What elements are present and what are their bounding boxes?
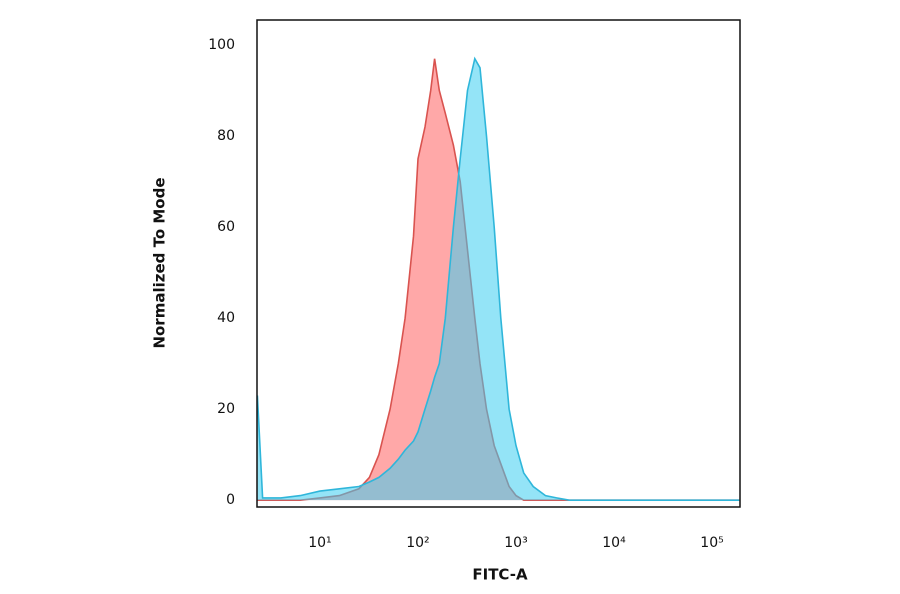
y-tick-label: 100 <box>208 37 235 53</box>
y-tick-label: 60 <box>217 219 235 235</box>
x-tick-label: 10⁵ <box>700 535 723 551</box>
x-axis-label: FITC-A <box>472 566 528 584</box>
plot-frame <box>256 19 741 508</box>
y-tick-label: 0 <box>226 492 235 508</box>
y-axis-label: Normalized To Mode <box>151 177 169 348</box>
y-tick-label: 80 <box>217 128 235 144</box>
y-tick-label: 20 <box>217 401 235 417</box>
x-tick-label: 10¹ <box>308 535 331 551</box>
x-tick-label: 10² <box>406 535 429 551</box>
area-line <box>256 56 740 501</box>
x-tick-label: 10³ <box>504 535 527 551</box>
y-tick-label: 40 <box>217 310 235 326</box>
x-tick-label: 10⁴ <box>602 535 626 551</box>
area-fill <box>257 58 740 501</box>
